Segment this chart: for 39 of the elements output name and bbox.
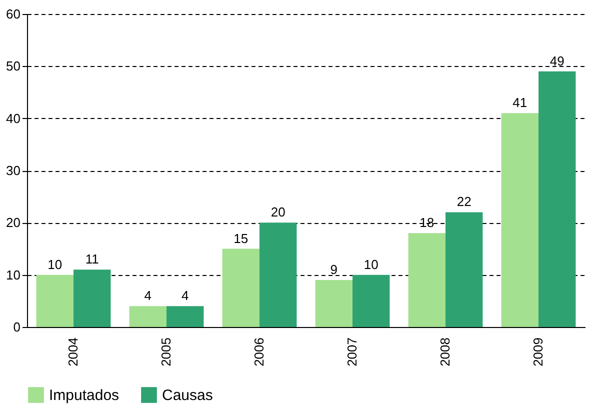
bar bbox=[129, 306, 166, 327]
y-tick-label: 10 bbox=[6, 267, 20, 282]
x-tick-label: 2008 bbox=[438, 338, 452, 366]
bar bbox=[352, 274, 390, 327]
y-tick-label: 50 bbox=[6, 58, 20, 74]
x-tick-label: 2006 bbox=[252, 338, 266, 366]
bar bbox=[260, 222, 297, 327]
legend-label: Imputados bbox=[49, 387, 120, 404]
y-tick-label: 30 bbox=[6, 163, 20, 178]
x-tick-label: 2005 bbox=[158, 338, 174, 366]
data-label: 11 bbox=[85, 252, 99, 267]
x-tick-label: 2004 bbox=[66, 338, 80, 366]
data-label: 20 bbox=[270, 204, 286, 220]
bar bbox=[501, 113, 538, 327]
data-label: 41 bbox=[512, 95, 528, 110]
data-label: 22 bbox=[456, 194, 472, 210]
bar bbox=[538, 71, 576, 327]
bar bbox=[74, 270, 111, 327]
bar bbox=[166, 306, 204, 327]
bar bbox=[222, 248, 260, 327]
y-tick-label: 40 bbox=[6, 110, 20, 126]
x-tick-label: 2007 bbox=[344, 338, 360, 366]
data-label: 9 bbox=[330, 262, 338, 278]
data-label: 18 bbox=[420, 215, 434, 230]
y-tick-label: 0 bbox=[13, 320, 20, 334]
x-tick-label: 2009 bbox=[530, 338, 546, 366]
bar bbox=[408, 233, 446, 327]
legend-label: Causas bbox=[162, 387, 213, 404]
bar bbox=[446, 212, 483, 327]
data-label: 10 bbox=[48, 256, 62, 272]
data-label: 15 bbox=[234, 230, 248, 246]
bar bbox=[315, 280, 352, 327]
data-label: 4 bbox=[181, 288, 189, 304]
data-label: 49 bbox=[550, 53, 564, 68]
bar bbox=[36, 274, 74, 327]
data-label: 10 bbox=[364, 256, 378, 272]
data-label: 4 bbox=[144, 288, 152, 304]
y-tick-label: 60 bbox=[6, 6, 20, 22]
y-tick-label: 20 bbox=[6, 215, 20, 230]
